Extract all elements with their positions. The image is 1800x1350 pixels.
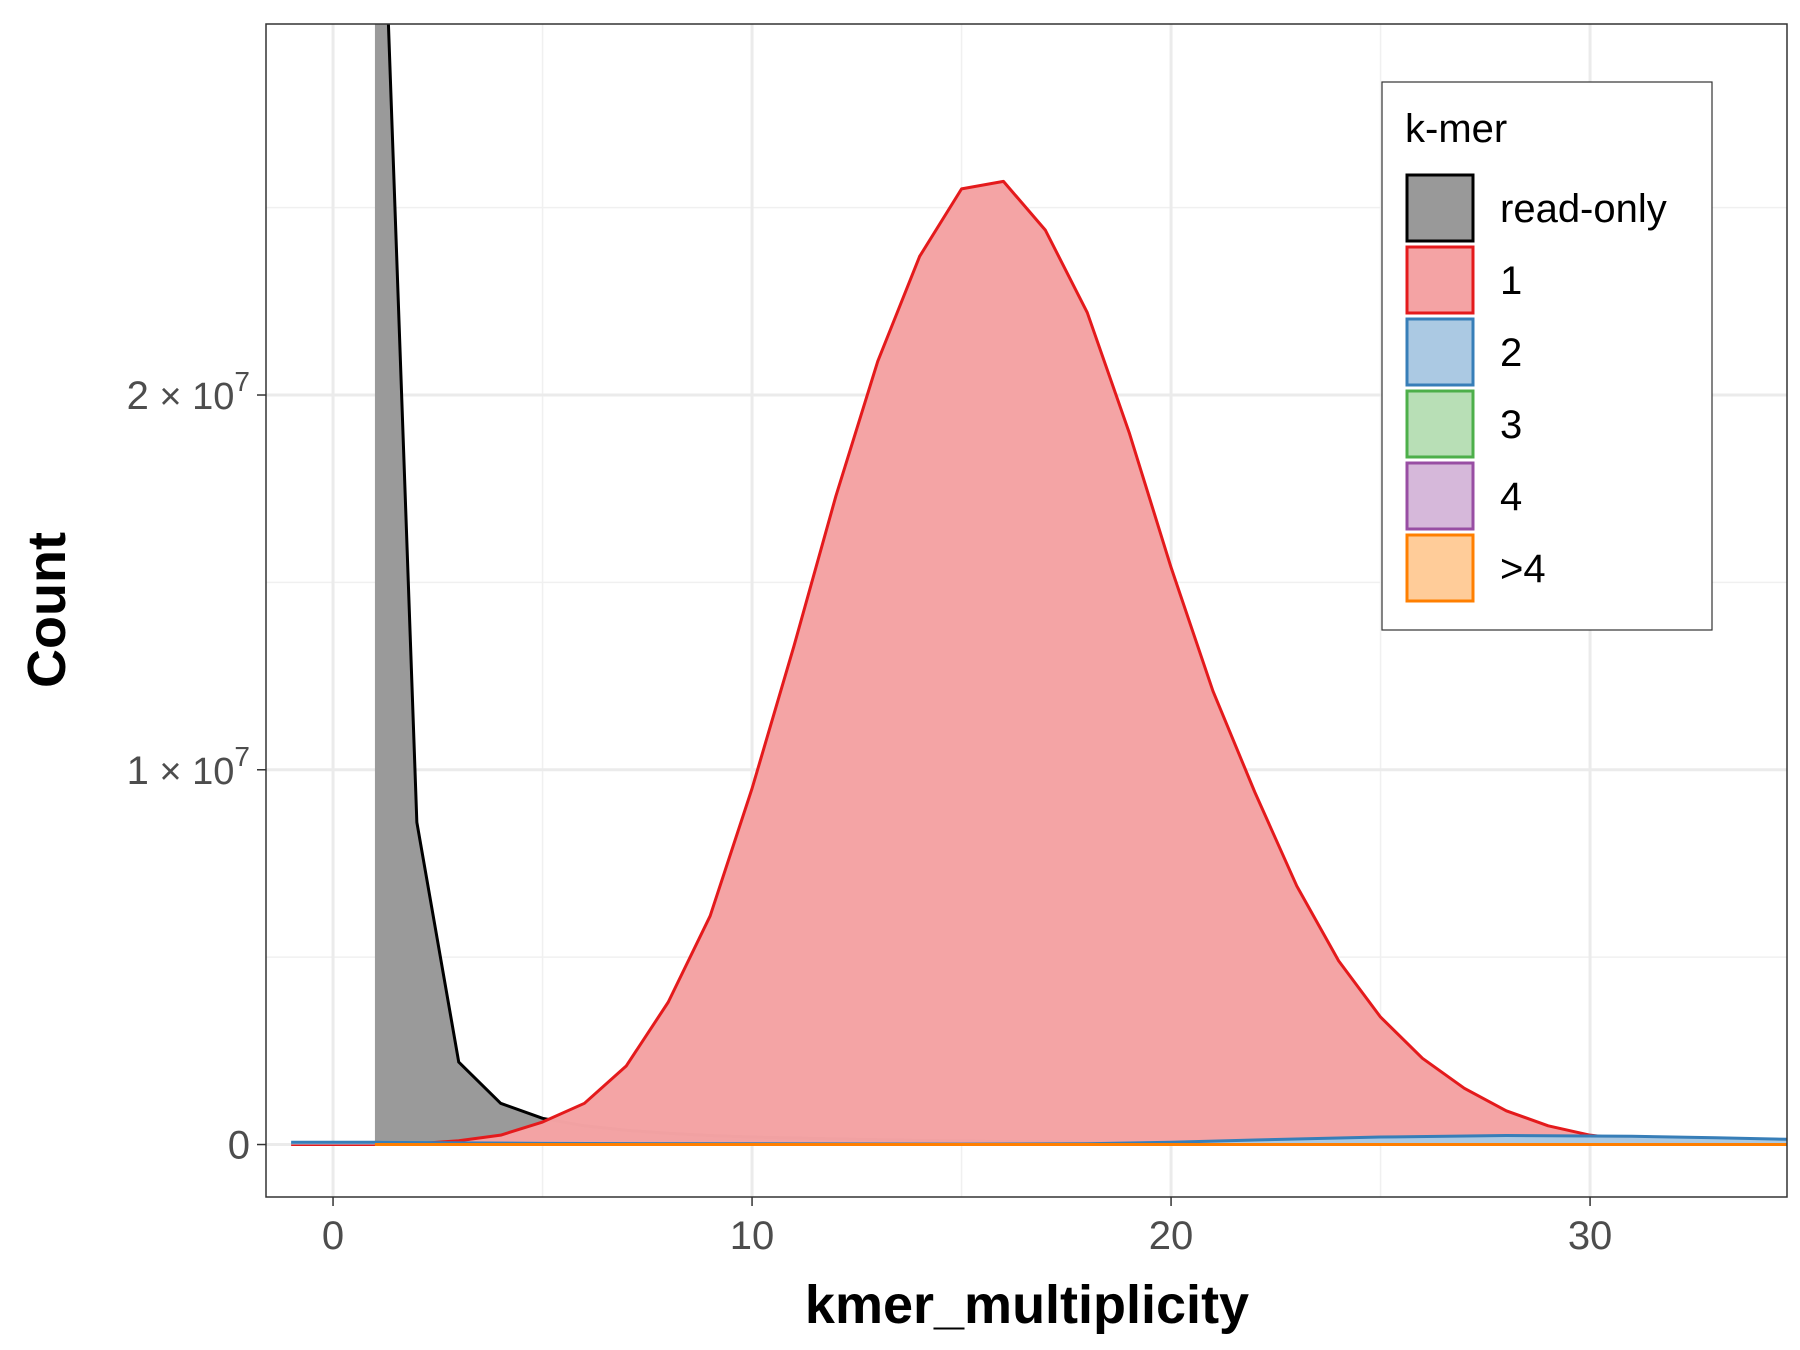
y-tick-label: 0 <box>228 1124 250 1168</box>
x-axis: 0 10 20 30 <box>322 1197 1612 1258</box>
legend-title: k-mer <box>1405 107 1507 151</box>
y-tick-label: 1 × 107 <box>127 741 250 793</box>
x-axis-title: kmer_multiplicity <box>805 1275 1249 1335</box>
y-tick-label: 2 × 107 <box>127 366 250 418</box>
x-tick-label: 0 <box>322 1214 344 1258</box>
panel-border <box>265 23 1788 1198</box>
legend-key-2 <box>1405 245 1475 315</box>
y-axis-title: Count <box>17 532 77 688</box>
legend-label-6: >4 <box>1500 547 1546 591</box>
y-axis: 0 1 × 107 2 × 107 <box>127 366 266 1168</box>
legend: k-mer read-only 1 2 3 4 >4 <box>1381 81 1713 631</box>
legend-key-1 <box>1405 173 1475 243</box>
legend-label-2: 1 <box>1500 259 1522 303</box>
plot-series <box>291 24 1787 1147</box>
x-tick-label: 10 <box>730 1214 775 1258</box>
legend-label-3: 2 <box>1500 331 1522 375</box>
legend-label-4: 3 <box>1500 403 1522 447</box>
legend-key-3 <box>1405 317 1475 387</box>
x-tick-label: 30 <box>1568 1214 1613 1258</box>
series-line-2 <box>291 179 1787 1147</box>
series-area-2 <box>291 181 1787 1145</box>
legend-label-1: read-only <box>1500 187 1667 231</box>
legend-key-4 <box>1405 389 1475 459</box>
legend-key-5 <box>1405 461 1475 531</box>
legend-label-5: 4 <box>1500 475 1522 519</box>
x-tick-label: 20 <box>1149 1214 1194 1258</box>
legend-key-6 <box>1405 533 1475 603</box>
